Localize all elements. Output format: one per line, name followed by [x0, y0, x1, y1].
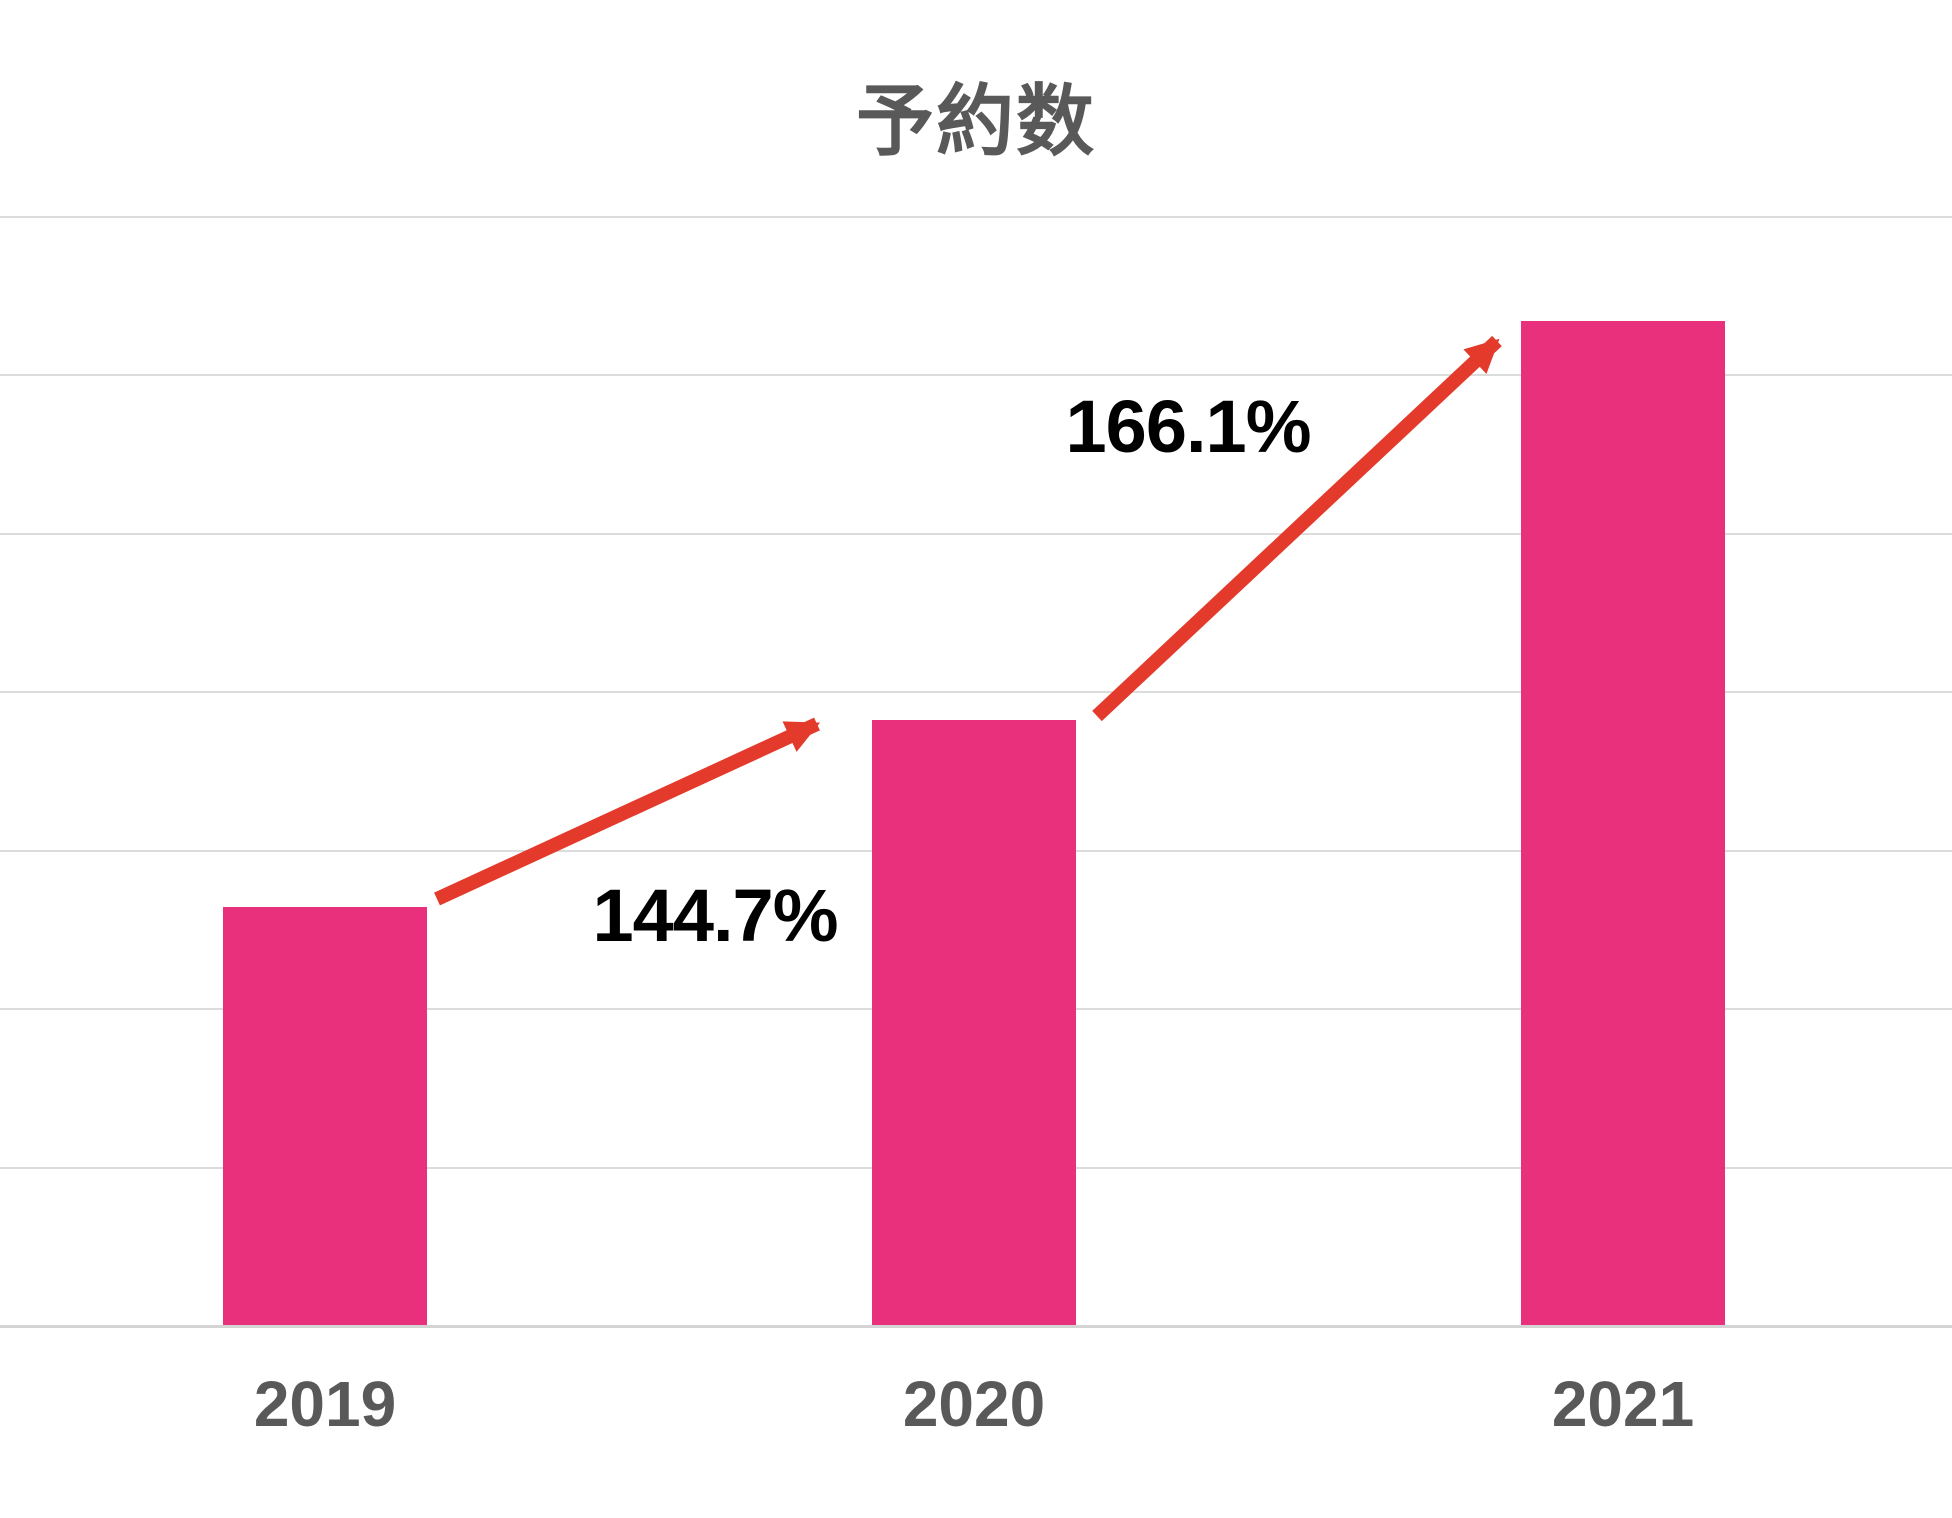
x-axis-label-2019: 2019: [253, 1368, 397, 1440]
gridline: [0, 374, 1952, 376]
bar-2021: [1521, 321, 1725, 1325]
growth-label-2019-2020: 144.7%: [592, 874, 839, 957]
gridline: [0, 691, 1952, 693]
growth-arrow-2019-2020: [434, 717, 821, 906]
bar-2019: [223, 907, 427, 1325]
growth-label-2020-2021: 166.1%: [1065, 385, 1312, 468]
x-axis-label-2021: 2021: [1551, 1368, 1695, 1440]
x-axis-baseline: [0, 1325, 1952, 1328]
chart-title: 予約数: [855, 77, 1096, 165]
gridline: [0, 533, 1952, 535]
bar-2020: [872, 720, 1076, 1325]
gridline: [0, 216, 1952, 218]
x-axis-label-2020: 2020: [902, 1368, 1046, 1440]
